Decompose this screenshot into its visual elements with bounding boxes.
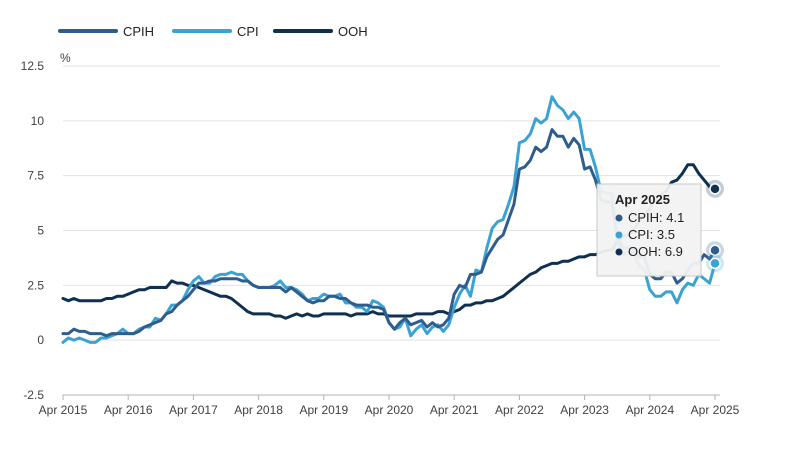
- marker-point-ooh[interactable]: [709, 183, 721, 195]
- chart-legend: CPIH CPI OOH: [58, 24, 368, 39]
- x-tick-label: Apr 2022: [495, 403, 544, 417]
- hover-tooltip: Apr 2025 CPIH: 4.1 CPI: 3.5 OOH: 6.9: [596, 183, 702, 277]
- x-tick-label: Apr 2023: [560, 403, 609, 417]
- y-tick-label: -2.5: [23, 388, 44, 402]
- marker-point-cpih[interactable]: [709, 244, 721, 256]
- x-tick-label: Apr 2017: [169, 403, 218, 417]
- legend-label-ooh: OOH: [338, 24, 368, 39]
- tooltip-title: Apr 2025: [615, 192, 670, 207]
- legend-label-cpih: CPIH: [123, 24, 154, 39]
- marker-point-cpi[interactable]: [709, 257, 721, 270]
- gridlines: [63, 65, 720, 396]
- tooltip-row: CPI: 3.5: [628, 227, 675, 242]
- y-tick-label: 10: [31, 114, 45, 128]
- x-tick-label: Apr 2015: [39, 403, 88, 417]
- x-axis-ticks: Apr 2015 Apr 2016 Apr 2017 Apr 2018 Apr 2019…: [39, 395, 740, 417]
- y-axis-unit-label: %: [60, 51, 71, 65]
- x-tick-label: Apr 2025: [691, 403, 740, 417]
- tooltip-row: CPIH: 4.1: [628, 210, 684, 225]
- y-tick-label: 0: [37, 333, 44, 347]
- x-tick-label: Apr 2020: [365, 403, 414, 417]
- y-tick-label: 7.5: [27, 169, 44, 183]
- x-tick-label: Apr 2018: [234, 403, 283, 417]
- tooltip-row: OOH: 6.9: [628, 244, 683, 259]
- x-tick-label: Apr 2016: [104, 403, 153, 417]
- tooltip-dot: [615, 214, 623, 222]
- tooltip-dot: [615, 231, 623, 239]
- x-tick-label: Apr 2021: [430, 403, 479, 417]
- y-tick-label: 5: [37, 224, 44, 238]
- y-axis-ticks: 12.5 10 7.5 5 2.5 0 -2.5: [21, 59, 45, 402]
- x-tick-label: Apr 2019: [299, 403, 348, 417]
- end-point-markers: [706, 179, 724, 273]
- y-tick-label: 2.5: [27, 278, 44, 292]
- legend-label-cpi: CPI: [237, 24, 259, 39]
- x-tick-label: Apr 2024: [625, 403, 674, 417]
- tooltip-dot: [615, 248, 623, 256]
- tooltip-box: [596, 183, 702, 277]
- y-tick-label: 12.5: [21, 59, 45, 73]
